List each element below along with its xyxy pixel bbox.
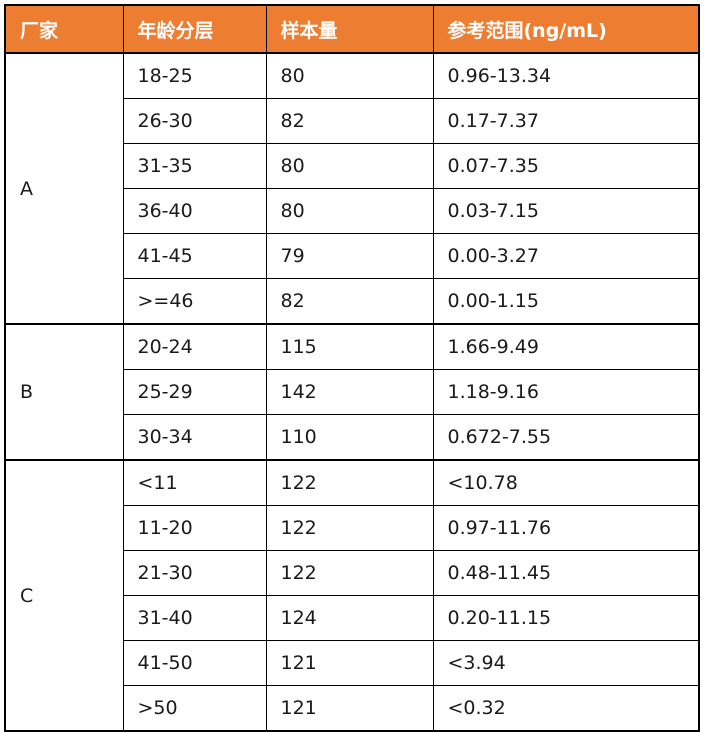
header-age-group: 年龄分层 [122,4,267,54]
table-row: 21-30 122 0.48-11.45 [5,550,700,596]
age-group-cell: 41-45 [122,233,267,279]
age-group-cell: 41-50 [122,640,267,686]
reference-range-cell: 0.17-7.37 [432,98,700,144]
reference-range-cell: 0.97-11.76 [432,505,700,551]
reference-range-cell: 1.66-9.49 [432,323,700,370]
reference-range-cell: 0.672-7.55 [432,414,700,461]
age-group-cell: 18-25 [122,52,267,99]
sample-size-cell: 79 [265,233,434,279]
sample-size-cell: 80 [265,188,434,234]
table-row: B 20-24 115 1.66-9.49 [4,323,700,461]
manufacturer-cell: A [4,52,124,325]
page: 厂家 年龄分层 样本量 参考范围(ng/mL) A 18-25 80 0.96-13.… [4,4,700,732]
table-row: 26-30 82 0.17-7.37 [5,98,700,144]
age-group-cell: >=46 [122,278,267,325]
reference-range-cell: <0.32 [432,685,700,732]
sample-size-cell: 121 [265,640,434,686]
reference-range-cell: <3.94 [432,640,700,686]
sample-size-cell: 122 [265,459,434,506]
sample-size-cell: 122 [265,550,434,596]
table-row: 41-45 79 0.00-3.27 [5,233,700,279]
table-row: 31-40 124 0.20-11.15 [5,595,700,641]
header-row: 厂家 年龄分层 样本量 参考范围(ng/mL) [4,4,700,54]
age-group-cell: 21-30 [122,550,267,596]
age-group-cell: 20-24 [122,323,267,370]
sample-size-cell: 82 [265,98,434,144]
header-reference-range: 参考范围(ng/mL) [432,4,700,54]
sample-size-cell: 80 [265,52,434,99]
age-group-cell: 26-30 [122,98,267,144]
table-header: 厂家 年龄分层 样本量 参考范围(ng/mL) [4,4,700,54]
age-group-cell: 25-29 [122,369,267,415]
age-group-cell: >50 [122,685,267,732]
reference-range-cell: 0.20-11.15 [432,595,700,641]
reference-range-cell: 0.00-3.27 [432,233,700,279]
reference-range-table: 厂家 年龄分层 样本量 参考范围(ng/mL) A 18-25 80 0.96-13.… [4,4,700,732]
manufacturer-cell: C [4,459,124,732]
header-sample-size: 样本量 [265,4,434,54]
age-group-cell: 31-40 [122,595,267,641]
reference-range-cell: 0.96-13.34 [432,52,700,99]
sample-size-cell: 142 [265,369,434,415]
sample-size-cell: 80 [265,143,434,189]
reference-range-cell: <10.78 [432,459,700,506]
table-row: 25-29 142 1.18-9.16 [5,369,700,415]
age-group-cell: 11-20 [122,505,267,551]
reference-range-cell: 0.48-11.45 [432,550,700,596]
age-group-cell: 31-35 [122,143,267,189]
manufacturer-cell: B [4,323,124,461]
reference-range-cell: 0.00-1.15 [432,278,700,325]
reference-range-cell: 0.03-7.15 [432,188,700,234]
table-row: 31-35 80 0.07-7.35 [5,143,700,189]
table-row: 11-20 122 0.97-11.76 [5,505,700,551]
age-group-cell: 30-34 [122,414,267,461]
table-body: A 18-25 80 0.96-13.34 26-30 82 0.17-7.37 31-35 8… [4,52,700,732]
sample-size-cell: 82 [265,278,434,325]
reference-range-cell: 0.07-7.35 [432,143,700,189]
header-manufacturer: 厂家 [4,4,124,54]
age-group-cell: 36-40 [122,188,267,234]
table-row: C <11 122 <10.78 [4,459,700,732]
table-row: 36-40 80 0.03-7.15 [5,188,700,234]
sample-size-cell: 110 [265,414,434,461]
table-row: A 18-25 80 0.96-13.34 [4,52,700,325]
age-group-cell: <11 [122,459,267,506]
sample-size-cell: 122 [265,505,434,551]
sample-size-cell: 115 [265,323,434,370]
reference-range-cell: 1.18-9.16 [432,369,700,415]
sample-size-cell: 121 [265,685,434,732]
table-row: >=46 82 0.00-1.15 [5,278,700,325]
table-row: 41-50 121 <3.94 [5,640,700,686]
table-row: 30-34 110 0.672-7.55 [5,414,700,461]
sample-size-cell: 124 [265,595,434,641]
